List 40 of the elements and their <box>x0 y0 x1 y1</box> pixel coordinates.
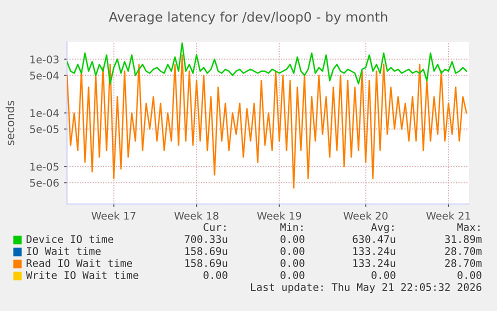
text: 28.70m <box>445 247 482 256</box>
y-tick-label: 1e-04 <box>30 109 59 118</box>
text: 133.24u <box>353 259 396 268</box>
text: 0.00 <box>280 271 304 280</box>
line-series <box>67 54 468 189</box>
legend-label: IO Wait time <box>27 246 101 256</box>
x-tick-label: Week 21 <box>426 212 470 220</box>
y-tick-label: 5e-05 <box>30 125 58 134</box>
legend-label: Device IO time <box>26 234 114 244</box>
text: Cur: <box>204 223 226 232</box>
x-tick-label: Week 20 <box>344 212 388 220</box>
y-tick-label: 5e-06 <box>30 178 59 187</box>
text: 0.00 <box>280 235 304 244</box>
chart-title: Average latency for /dev/loop0 - by month <box>108 12 388 24</box>
legend-label: Write IO Wait time <box>26 270 138 280</box>
text: Avg: <box>371 223 394 234</box>
text: Min: <box>280 222 302 231</box>
y-axis-title: seconds <box>6 100 14 146</box>
text: 0.00 <box>372 271 396 280</box>
x-tick-label: Week 18 <box>174 212 218 220</box>
y-tick-label: 5e-04 <box>30 72 59 80</box>
text: 133.24u <box>353 247 396 256</box>
text: Last update: Thu May 21 22:05:32 2026 <box>251 282 482 294</box>
text: 0.00 <box>458 271 482 280</box>
text: 158.69u <box>185 247 228 256</box>
text: 158.69u <box>185 259 228 268</box>
text: 0.00 <box>204 271 228 280</box>
x-tick-label: Week 17 <box>92 212 136 220</box>
legend-label: Read IO Wait time <box>26 258 132 268</box>
line-series <box>67 42 468 84</box>
y-tick-label: 1e-03 <box>30 56 59 64</box>
x-tick-label: Week 19 <box>257 212 302 220</box>
text: Max: <box>457 223 480 232</box>
text: 0.00 <box>280 259 304 268</box>
y-tick-label: 1e-05 <box>30 162 58 171</box>
text: 700.33u <box>184 235 228 244</box>
text: 28.70m <box>445 259 482 268</box>
text: 0.00 <box>280 247 304 256</box>
text: 630.47u <box>352 235 396 244</box>
text: 31.89m <box>445 235 482 244</box>
